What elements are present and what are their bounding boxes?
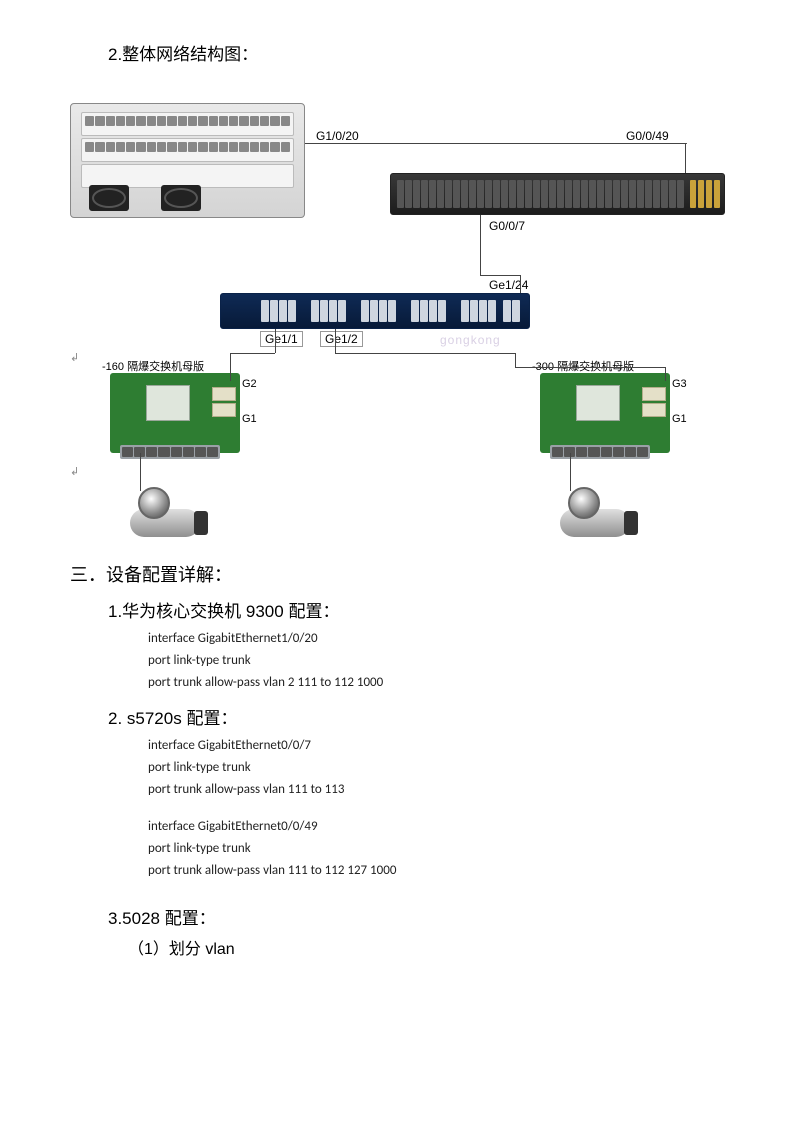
label-pcb-300: -300 隔爆交换机母版 [532,358,634,374]
heading-vlan: （1）划分 vlan [128,935,730,959]
label-g3-right: G3 [672,378,687,390]
device-agg-s5720 [390,173,725,215]
heading-5028: 3.5028 配置： [108,904,730,929]
label-g1-left: G1 [242,413,257,425]
label-g2-left: G2 [242,378,257,390]
label-ge1-2: Ge1/2 [320,331,363,347]
cfg-line: interface GigabitEthernet1/0/20 [148,628,730,650]
config-5720: interface GigabitEthernet0/0/7 port link… [148,735,730,882]
label-ge1-1: Ge1/1 [260,331,303,347]
label-pcb-160: -160 隔爆交换机母版 [102,358,204,374]
heading-topology: 2.整体网络结构图： [108,40,730,65]
heading-9300: 1.华为核心交换机 9300 配置： [108,597,730,622]
device-access-5028 [220,293,530,329]
device-pcb-300 [540,373,670,453]
return-mark: ↲ [70,465,79,478]
heading-5720: 2. s5720s 配置： [108,704,730,729]
label-ge1-24: Ge1/24 [488,278,529,292]
network-diagram: gongkong G1/0/20 G0/0/49 G0/0/7 Ge1/24 G… [70,73,730,543]
cfg-line: interface GigabitEthernet0/0/7 [148,735,730,757]
cfg-line: port link-type trunk [148,838,730,860]
label-g0-0-7: G0/0/7 [488,219,526,233]
cfg-line: interface GigabitEthernet0/0/49 [148,816,730,838]
cfg-line: port trunk allow-pass vlan 111 to 112 12… [148,860,730,882]
device-core-9300 [70,103,305,218]
cfg-line: port link-type trunk [148,757,730,779]
watermark: gongkong [440,333,501,347]
heading-config-main: 三．设备配置详解： [70,561,730,587]
device-camera-right [550,483,640,543]
device-pcb-160 [110,373,240,453]
cfg-line: port link-type trunk [148,650,730,672]
label-g1-0-20: G1/0/20 [315,129,377,144]
label-g1-right: G1 [672,413,687,425]
cfg-line: port trunk allow-pass vlan 2 111 to 112 … [148,672,730,694]
config-9300: interface GigabitEthernet1/0/20 port lin… [148,628,730,694]
label-g0-0-49: G0/0/49 [625,129,687,144]
return-mark: ↲ [70,351,79,364]
cfg-line: port trunk allow-pass vlan 111 to 113 [148,779,730,801]
device-camera-left [120,483,210,543]
